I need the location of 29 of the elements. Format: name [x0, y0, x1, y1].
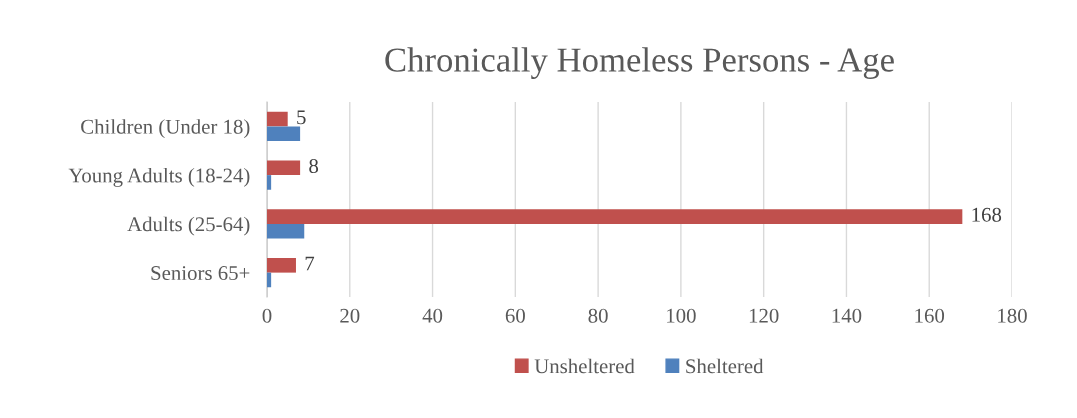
x-tick-label: 100 [667, 308, 696, 323]
bar [267, 126, 301, 141]
x-tick-label: 40 [422, 308, 443, 323]
y-tick-label: Adults (25-64) [127, 216, 250, 236]
x-tick-label: 80 [588, 308, 608, 323]
x-tick-label: 20 [340, 308, 360, 323]
x-tick-label: 160 [915, 308, 945, 323]
data-label: 5 [297, 110, 306, 125]
data-label: 168 [972, 207, 1002, 222]
y-tick-label: Children (Under 18) [81, 119, 250, 139]
x-tick-label: 60 [505, 308, 525, 323]
data-label: 8 [309, 158, 319, 174]
bar [267, 258, 296, 273]
bar [267, 175, 272, 190]
bar [267, 209, 963, 224]
legend-label: Sheltered [686, 358, 764, 374]
bar [267, 111, 288, 127]
data-label: 7 [305, 256, 315, 271]
x-tick-label: 180 [998, 308, 1027, 323]
bar [267, 160, 301, 176]
x-tick-label: 140 [832, 308, 862, 323]
bar [267, 223, 305, 239]
bar [267, 272, 272, 288]
y-tick-label: Seniors 65+ [151, 266, 250, 281]
chart-title: Chronically Homeless Persons - Age [385, 47, 894, 79]
x-tick-label: 120 [749, 308, 779, 323]
x-tick-label: 0 [262, 308, 272, 323]
y-tick-label: Young Adults (18-24) [68, 167, 250, 187]
legend-label: Unsheltered [534, 358, 635, 374]
